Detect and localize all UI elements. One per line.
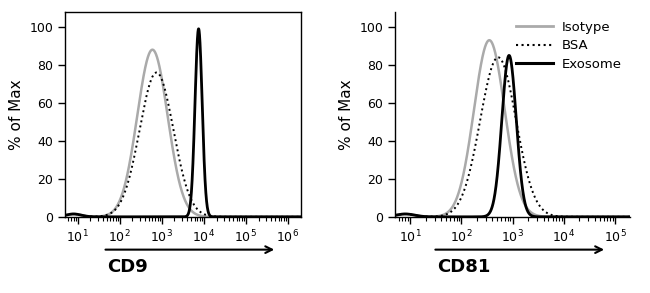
Text: CD9: CD9 xyxy=(107,258,148,276)
Y-axis label: % of Max: % of Max xyxy=(8,79,24,150)
Y-axis label: % of Max: % of Max xyxy=(339,79,354,150)
Text: CD81: CD81 xyxy=(437,258,491,276)
Legend: Isotype, BSA, Exosome: Isotype, BSA, Exosome xyxy=(514,18,624,73)
